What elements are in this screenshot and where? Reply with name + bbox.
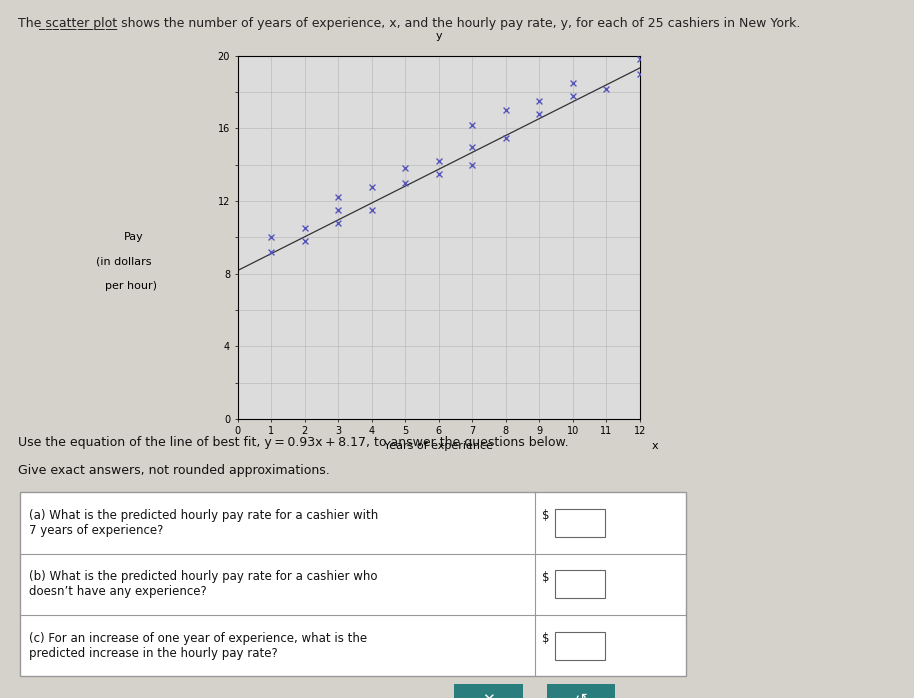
Point [297,235,312,246]
Point [465,119,480,131]
Text: y: y [435,31,442,41]
Text: x: x [652,440,658,451]
Text: (a) What is the predicted hourly pay rate for a cashier with
7 years of experien: (a) What is the predicted hourly pay rat… [29,509,378,537]
Point [465,141,480,152]
Point [331,192,345,203]
Point [365,181,379,192]
Point [398,177,412,188]
Text: The ̲s̲c̲a̲t̲t̲e̲r̲ ̲p̲l̲o̲t̲ shows the number of years of experience, x, and th: The ̲s̲c̲a̲t̲t̲e̲r̲ ̲p̲l̲o̲t̲ shows the … [18,17,801,31]
Point [398,163,412,174]
Point [431,156,446,167]
Text: Pay: Pay [123,232,143,242]
Text: (in dollars: (in dollars [96,257,152,267]
Point [566,90,580,101]
Text: $: $ [542,632,549,645]
Point [331,205,345,216]
Point [566,77,580,89]
Point [264,232,279,243]
Text: $: $ [542,510,549,522]
Point [532,96,547,107]
Point [632,54,647,65]
Text: ✕: ✕ [483,692,494,698]
X-axis label: Years of experience: Years of experience [384,440,494,451]
Point [632,68,647,80]
Point [431,168,446,179]
Point [365,205,379,216]
Text: $: $ [542,571,549,584]
Text: Use the equation of the line of best fit, y = 0.93x + 8.17, to answer the questi: Use the equation of the line of best fit… [18,436,569,450]
Point [498,105,513,116]
Point [264,246,279,258]
Point [599,83,613,94]
Point [532,108,547,119]
Point [498,132,513,143]
Point [297,223,312,234]
Point [331,217,345,228]
Text: Give exact answers, not rounded approximations.: Give exact answers, not rounded approxim… [18,464,330,477]
Text: ↺: ↺ [575,692,587,698]
Text: (b) What is the predicted hourly pay rate for a cashier who
doesn’t have any exp: (b) What is the predicted hourly pay rat… [29,570,377,598]
Point [465,159,480,170]
Text: per hour): per hour) [105,281,157,291]
Text: (c) For an increase of one year of experience, what is the
predicted increase in: (c) For an increase of one year of exper… [29,632,367,660]
